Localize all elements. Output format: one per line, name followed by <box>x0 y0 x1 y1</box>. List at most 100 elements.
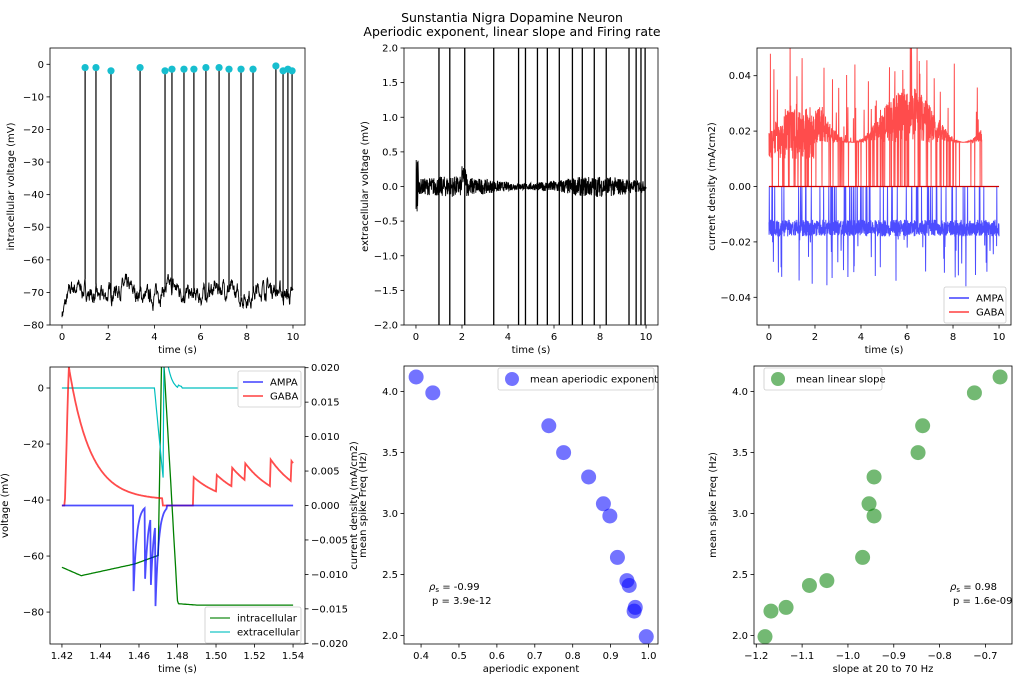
x-tick-label: 8 <box>244 332 250 343</box>
y-tick-label: 4.0 <box>732 387 748 398</box>
y-tick-label: 0.0 <box>382 182 398 193</box>
y-axis-label: mean spike Freq (Hz) <box>358 452 369 558</box>
x-tick-label: 1.52 <box>243 651 265 662</box>
y-axis-label: mean spike Freq (Hz) <box>708 452 719 558</box>
y-right-tick-label: −0.005 <box>311 535 348 546</box>
scatter-point <box>626 603 642 619</box>
x-tick-label: −1.2 <box>744 651 768 662</box>
axes-frame <box>753 365 1013 645</box>
x-tick-label: 0 <box>59 332 65 343</box>
ampa-trace <box>768 186 1000 287</box>
extracellular-trace <box>61 367 294 478</box>
axes-frame <box>756 47 1012 326</box>
scatter-point <box>408 369 424 385</box>
x-axis-label: aperiodic exponent <box>483 664 580 675</box>
x-tick-label: −1.0 <box>836 651 860 662</box>
x-tick-label: 4 <box>151 332 157 343</box>
p-value: p = 1.6e-09 <box>953 596 1012 607</box>
legend-marker <box>771 372 785 386</box>
plot-area <box>408 369 654 644</box>
extracellular-trace <box>415 159 647 212</box>
y-tick-label: 3.5 <box>382 448 398 459</box>
y-tick-label: −20 <box>23 125 44 136</box>
scatter-point <box>992 369 1008 385</box>
x-tick-label: 2 <box>812 332 818 343</box>
y-right-tick-label: 0.015 <box>311 398 340 409</box>
spike-peak-marker <box>161 67 169 75</box>
x-tick-label: 1.0 <box>641 651 657 662</box>
rho-value: = -0.99 <box>439 582 480 593</box>
scatter-point <box>595 496 611 512</box>
scatter-point <box>581 469 597 485</box>
legend-label: AMPA <box>270 378 298 389</box>
x-axis-label: time (s) <box>865 345 904 356</box>
x-tick-label: 2 <box>105 332 111 343</box>
spike-peak-marker <box>202 63 210 72</box>
spearman-rho: ρs = 0.98 <box>950 582 997 594</box>
x-tick-label: 1.42 <box>51 651 73 662</box>
x-axis-label: time (s) <box>158 345 197 356</box>
y-right-tick-label: 0.005 <box>311 467 340 478</box>
spike-peak-marker <box>225 65 233 73</box>
y-right-tick-label: −0.015 <box>311 604 348 615</box>
scatter-point <box>915 418 931 434</box>
x-tick-label: 8 <box>597 332 603 343</box>
x-tick-label: 1.44 <box>89 651 111 662</box>
x-axis-label: slope at 20 to 70 Hz <box>833 664 934 675</box>
scatter-point <box>910 445 926 461</box>
spike-peak-marker <box>272 62 280 70</box>
plot-area <box>768 48 1000 287</box>
y-tick-label: −2.0 <box>374 321 398 332</box>
y-tick-label: −60 <box>23 255 44 266</box>
rho-symbol: ρ <box>429 582 436 593</box>
legend-frame <box>763 367 883 391</box>
x-axis-label: time (s) <box>512 345 551 356</box>
legend: mean aperiodic exponent <box>497 367 658 391</box>
rho-subscript: s <box>956 586 960 594</box>
legend-frame <box>204 606 302 644</box>
x-tick-label: 1.50 <box>205 651 227 662</box>
scatter-point <box>855 549 871 565</box>
y-tick-label: 0 <box>38 60 44 71</box>
y-tick-label: −40 <box>23 496 44 507</box>
legend-label: AMPA <box>976 294 1004 305</box>
spike-peak-marker <box>190 65 198 73</box>
x-tick-label: 10 <box>287 332 300 343</box>
rho-subscript: s <box>435 586 439 594</box>
y-axis-label: voltage (mV) <box>0 473 11 538</box>
y-tick-label: −0.02 <box>720 237 751 248</box>
y-axis-label: current density (mA/cm2) <box>707 122 718 251</box>
plot-area <box>61 65 294 318</box>
y-tick-label: 2.0 <box>382 631 398 642</box>
subplot-5: 0.4 0.5 0.6 0.7 0.8 0.9 1.0 2.0 2.5 3.0 3.5 4.0 aper… <box>358 365 659 675</box>
plot-area <box>61 367 294 607</box>
x-tick-label: 10 <box>640 332 653 343</box>
scatter-point <box>621 577 637 593</box>
y-tick-label: 0.04 <box>729 71 751 82</box>
legend: AMPA GABA <box>943 286 1007 324</box>
scatter-point <box>425 385 441 401</box>
rho-symbol: ρ <box>950 582 957 593</box>
x-tick-label: 0.9 <box>603 651 619 662</box>
y-tick-label: 3.0 <box>732 509 748 520</box>
scatter-point <box>757 629 773 644</box>
x-tick-label: 0.4 <box>413 651 429 662</box>
y-tick-label: −0.5 <box>374 217 398 228</box>
y-tick-label: 0 <box>38 384 44 395</box>
legend-label: extracellular <box>237 628 301 639</box>
legend-label: mean aperiodic exponent <box>530 375 658 386</box>
y-tick-label: −40 <box>23 190 44 201</box>
scatter-point <box>801 577 817 593</box>
x-tick-label: 0.8 <box>565 651 581 662</box>
x-tick-label: 10 <box>993 332 1006 343</box>
p-value: p = 3.9e-12 <box>432 596 491 607</box>
x-tick-label: −0.9 <box>882 651 906 662</box>
legend-label: mean linear slope <box>796 375 886 386</box>
scatter-point <box>819 573 835 589</box>
legend-frame <box>237 370 302 408</box>
y-tick-label: 2.0 <box>732 631 748 642</box>
y-axis-label: intracellular voltage (mV) <box>6 122 17 250</box>
axes-frame <box>49 366 306 645</box>
spike-peak-marker <box>168 65 176 73</box>
